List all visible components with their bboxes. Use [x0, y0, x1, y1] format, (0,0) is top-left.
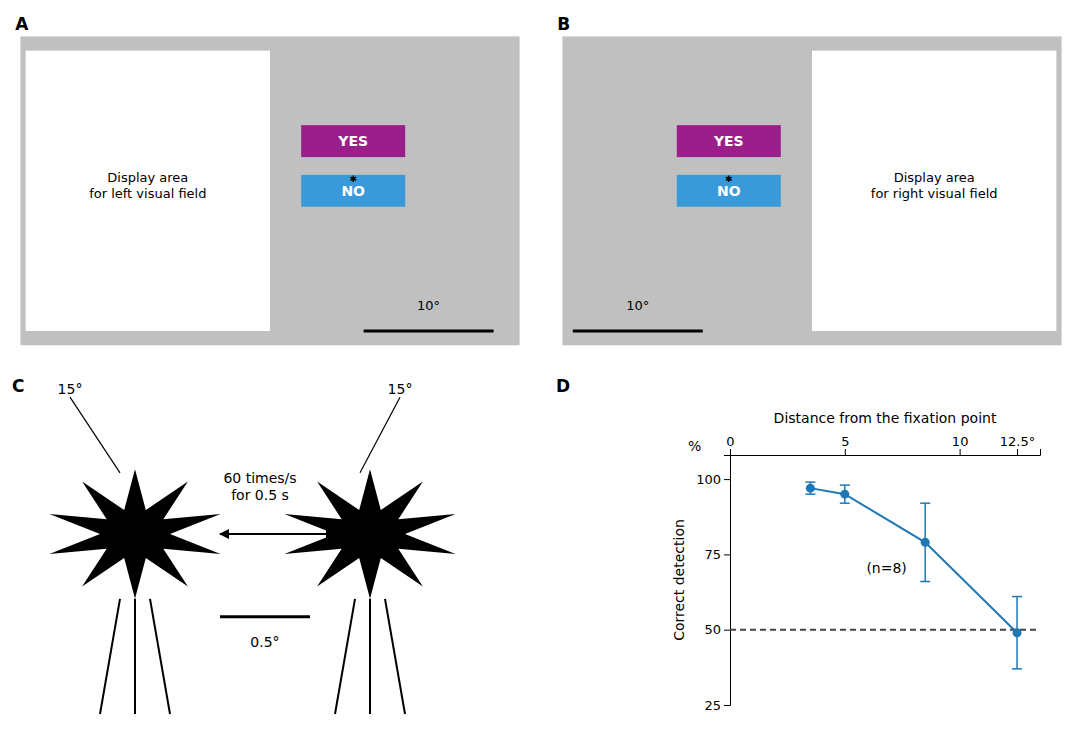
stem [369, 599, 371, 714]
y-axis-title: Correct detection [671, 519, 687, 641]
tick: 25 [704, 698, 730, 713]
button-label: YES [713, 133, 744, 149]
tick-label: 50 [704, 622, 721, 637]
tick-mark [724, 479, 730, 480]
plot-area [730, 482, 1040, 669]
tick-label: 75 [704, 547, 721, 562]
data-point [840, 490, 849, 499]
reference-line [730, 629, 1040, 631]
tick-mark [724, 554, 730, 555]
tick-mark [724, 630, 730, 631]
axis-line [724, 456, 731, 706]
tick: 100 [696, 472, 730, 487]
error-cap [840, 502, 850, 504]
data-line [810, 488, 1017, 633]
data-point [806, 484, 815, 493]
starburst [49, 469, 220, 599]
double-arrow [220, 533, 335, 535]
data-point [1013, 628, 1022, 637]
tick: 12.5° [1000, 434, 1035, 455]
stem [385, 599, 405, 714]
tick: 5 [841, 434, 849, 455]
display-area [26, 51, 270, 331]
panel-label: A [15, 14, 29, 34]
error-cap [805, 493, 815, 495]
display-text: Display areafor left visual field [89, 170, 206, 201]
panel: C 60 times/sfor 0.5 s 0.5° 15° 15° [12, 376, 456, 714]
leader-line [70, 397, 120, 473]
x-axis: 0 5 10 12.5° [726, 434, 1040, 456]
tick: 10 [952, 434, 969, 455]
stem [335, 599, 355, 714]
scale-bar [364, 330, 494, 333]
figure: ADisplay areafor left visual fieldYES✱NO… [0, 0, 1084, 739]
scale-bar [573, 330, 703, 333]
tick: 75 [704, 547, 730, 562]
stem [150, 599, 170, 714]
panel-label: D [556, 376, 570, 396]
leader-line [360, 397, 400, 473]
error-cap [920, 502, 930, 504]
tick-mark [845, 449, 846, 455]
displacement-label: 0.5° [250, 634, 279, 650]
x-axis-title: Distance from the fixation point [774, 410, 997, 426]
button-label: YES [337, 133, 368, 149]
tick-label: 0 [726, 434, 734, 449]
tick-mark [724, 705, 730, 706]
angle-label: 15° [388, 381, 413, 397]
yes-button [677, 125, 781, 157]
panel: BDisplay areafor right visual fieldYES✱N… [557, 14, 1061, 346]
angle-label: 15° [58, 381, 83, 397]
button-label: NO [341, 183, 365, 199]
tick: 50 [704, 622, 730, 637]
error-cap [1012, 668, 1022, 670]
button-label: NO [717, 183, 741, 199]
display-text: Display areafor right visual field [871, 170, 998, 201]
y-axis: 25 50 75 100 [696, 456, 730, 713]
tick-label: 10 [952, 434, 969, 449]
tick-label: 25 [704, 698, 721, 713]
axis-line [731, 449, 1041, 456]
tick-mark [960, 449, 961, 455]
panel-label: B [557, 14, 570, 34]
annotation: (n=8) [866, 560, 906, 576]
data-point [921, 538, 930, 547]
tick-mark [730, 449, 731, 455]
tick-label: 12.5° [1000, 434, 1035, 449]
panel: ADisplay areafor left visual fieldYES✱NO… [15, 14, 519, 346]
stem [100, 599, 120, 714]
scale-label: 10° [626, 298, 649, 313]
chart: D 0 5 10 12.5° 25 50 75 100 Distance from the fix… [556, 376, 1041, 712]
yes-button [301, 125, 405, 157]
tick-label: 5 [841, 434, 849, 449]
axis-unit: % [688, 438, 701, 454]
scale-bar [220, 615, 310, 618]
scale-label: 10° [417, 298, 440, 313]
screen-background [20, 36, 519, 345]
error-cap [840, 484, 850, 486]
tick-mark [1017, 449, 1018, 455]
error-cap [805, 481, 815, 483]
error-cap [920, 581, 930, 583]
panel-label: C [12, 376, 24, 396]
screen-background [562, 36, 1061, 345]
stem [134, 599, 136, 714]
tick: 0 [726, 434, 734, 455]
tick-label: 100 [696, 472, 721, 487]
flicker-label: 60 times/sfor 0.5 s [223, 470, 296, 503]
display-area [812, 51, 1056, 331]
error-cap [1012, 596, 1022, 598]
